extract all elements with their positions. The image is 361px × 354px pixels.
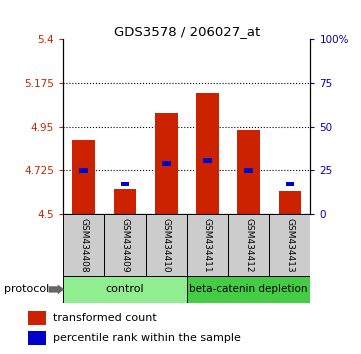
Bar: [187, 276, 310, 303]
Bar: [237, 131, 260, 214]
Text: protocol: protocol: [4, 284, 49, 295]
Bar: [162, 161, 170, 166]
Bar: [187, 214, 228, 276]
Bar: [63, 214, 104, 276]
Bar: [28, 331, 46, 346]
Bar: [121, 182, 129, 186]
Bar: [269, 214, 310, 276]
Bar: [145, 214, 187, 276]
Bar: [63, 276, 187, 303]
Bar: [244, 168, 253, 172]
Text: GSM434411: GSM434411: [203, 218, 212, 273]
Bar: [203, 159, 212, 163]
Title: GDS3578 / 206027_at: GDS3578 / 206027_at: [114, 25, 260, 38]
Bar: [73, 140, 95, 214]
Bar: [28, 311, 46, 325]
Bar: [114, 189, 136, 214]
Text: GSM434410: GSM434410: [162, 218, 171, 273]
Bar: [286, 182, 294, 186]
Text: control: control: [106, 284, 144, 295]
Bar: [155, 113, 178, 214]
Bar: [228, 214, 269, 276]
Bar: [79, 168, 88, 172]
Text: GSM434408: GSM434408: [79, 218, 88, 273]
Bar: [104, 214, 145, 276]
Text: beta-catenin depletion: beta-catenin depletion: [190, 284, 308, 295]
Text: GSM434413: GSM434413: [285, 218, 294, 273]
Text: percentile rank within the sample: percentile rank within the sample: [53, 333, 241, 343]
Text: GSM434409: GSM434409: [121, 218, 130, 273]
Bar: [279, 191, 301, 214]
Text: transformed count: transformed count: [53, 313, 157, 323]
Text: GSM434412: GSM434412: [244, 218, 253, 272]
Bar: [196, 93, 219, 214]
